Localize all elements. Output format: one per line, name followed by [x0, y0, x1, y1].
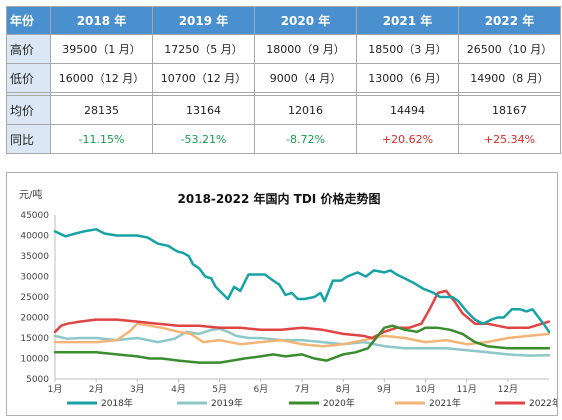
row-label: 均价	[6, 95, 51, 125]
table-cell: -11.15%	[50, 124, 153, 154]
series-line-2021年	[53, 322, 551, 348]
x-tick-label: 9月	[377, 384, 392, 395]
y-axis: 5000 10000 15000 20000 25000 30000 35000 40000 4…	[20, 211, 56, 385]
legend-label: 2019年	[211, 397, 243, 409]
header-cell-2020: 2020 年	[254, 6, 357, 35]
table-cell: 26500（10 月）	[458, 34, 561, 64]
y-tick-label: 30000	[20, 273, 49, 283]
table-cell: 16000（12 月）	[50, 63, 153, 93]
table-cell: +20.62%	[356, 124, 459, 154]
x-tick-label: 11月	[456, 384, 476, 395]
y-tick-label: 10000	[20, 355, 49, 365]
series-line-2022年	[53, 289, 551, 340]
table-cell: 12016	[254, 95, 357, 125]
header-cell-2022: 2022 年	[458, 6, 561, 35]
x-tick-label: 7月	[295, 384, 310, 395]
table-cell: 14494	[356, 95, 459, 125]
series-line-2018年	[53, 228, 551, 334]
x-axis: 1月 2月 3月 4月 5月 6月 7月 8月 9月 10月 11月 12月	[48, 378, 549, 395]
y-tick-label: 5000	[26, 375, 49, 385]
table-row-yoy: 同比 -11.15% -53.21% -8.72% +20.62% +25.34…	[6, 124, 561, 154]
legend-label: 2022年	[529, 397, 557, 409]
table-cell: 18500（3 月）	[356, 34, 459, 64]
table-row-average: 均价 28135 13164 12016 14494 18167	[6, 95, 561, 125]
x-tick-label: 6月	[253, 384, 268, 395]
row-label: 高价	[6, 34, 51, 64]
price-trend-chart: 2018-2022 年国内 TDI 价格走势图 元/吨 5000 10000 150…	[6, 172, 561, 416]
y-tick-label: 20000	[20, 314, 49, 324]
y-tick-label: 15000	[20, 334, 49, 344]
table-cell: 18000（9 月）	[254, 34, 357, 64]
x-tick-label: 5月	[212, 384, 227, 395]
legend-label: 2018年	[101, 397, 133, 409]
table-cell: 13164	[152, 95, 255, 125]
series-line-2019年	[53, 327, 551, 357]
table-row-high: 高价 39500（1 月） 17250（5 月） 18000（9 月） 1850…	[6, 34, 561, 64]
x-tick-label: 1月	[48, 384, 63, 395]
table-cell: 18167	[458, 95, 561, 125]
y-tick-label: 45000	[20, 211, 49, 221]
legend-label: 2020年	[323, 397, 355, 409]
table-cell: 10700（12 月）	[152, 63, 255, 93]
row-label: 低价	[6, 63, 51, 93]
chart-title: 2018-2022 年国内 TDI 价格走势图	[178, 191, 381, 206]
table-cell: 28135	[50, 95, 153, 125]
header-cell-year: 年份	[6, 6, 51, 35]
table-cell: 17250（5 月）	[152, 34, 255, 64]
legend: 2018年 2019年 2020年 2021年 2022年	[67, 397, 561, 409]
table-cell: +25.34%	[458, 124, 561, 154]
table-row-low: 低价 16000（12 月） 10700（12 月） 9000（4 月） 130…	[6, 63, 561, 93]
chart-svg: 2018-2022 年国内 TDI 价格走势图 元/吨 5000 10000 150…	[19, 188, 561, 409]
table-cell: 14900（8 月）	[458, 63, 561, 93]
y-tick-label: 25000	[20, 293, 49, 303]
header-cell-2021: 2021 年	[356, 6, 459, 35]
row-label: 同比	[6, 124, 51, 154]
y-axis-label: 元/吨	[19, 188, 42, 201]
table-cell: -8.72%	[254, 124, 357, 154]
x-tick-label: 12月	[498, 384, 518, 395]
x-tick-label: 2月	[89, 384, 104, 395]
y-tick-label: 40000	[20, 232, 49, 242]
price-summary-table: 年份 2018 年 2019 年 2020 年 2021 年 2022 年 高价…	[6, 6, 561, 154]
table-cell: 9000（4 月）	[254, 63, 357, 93]
table-cell: -53.21%	[152, 124, 255, 154]
x-tick-label: 3月	[130, 384, 145, 395]
x-tick-label: 8月	[336, 384, 351, 395]
series-lines	[53, 228, 551, 364]
y-tick-label: 35000	[20, 252, 49, 262]
header-cell-2018: 2018 年	[50, 6, 153, 35]
series-line-2020年	[53, 324, 551, 364]
x-tick-label: 4月	[171, 384, 186, 395]
table-cell: 13000（6 月）	[356, 63, 459, 93]
legend-label: 2021年	[429, 397, 461, 409]
header-cell-2019: 2019 年	[152, 6, 255, 35]
table-header-row: 年份 2018 年 2019 年 2020 年 2021 年 2022 年	[6, 6, 561, 35]
table-cell: 39500（1 月）	[50, 34, 153, 64]
x-tick-label: 10月	[415, 384, 435, 395]
